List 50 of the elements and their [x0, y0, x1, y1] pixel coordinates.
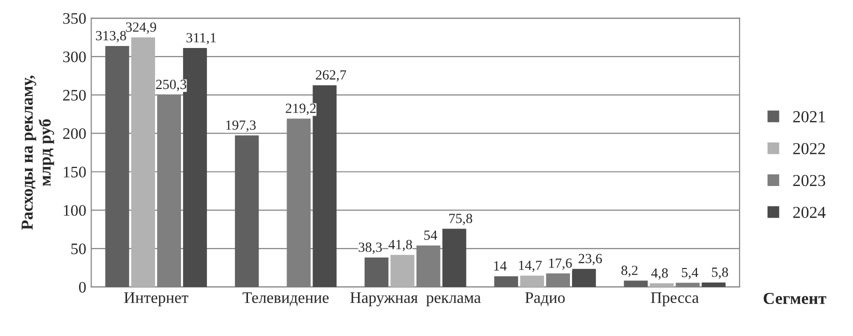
data-label: 41,8: [388, 240, 412, 252]
y-tick-label: 150: [64, 166, 86, 178]
data-label: 5,8: [712, 268, 728, 279]
y-tick-label: 250: [63, 90, 86, 101]
data-label: 313,8: [96, 30, 126, 42]
x-axis-title: Сегмент: [764, 292, 826, 304]
data-label: 75,8: [449, 214, 472, 226]
data-label: 38,3: [358, 242, 382, 254]
data-label: 54: [424, 230, 438, 240]
y-tick-label: 200: [63, 128, 86, 140]
bar: [442, 228, 466, 287]
data-label: 250,3: [156, 80, 186, 92]
y-tick-label: 300: [63, 51, 86, 62]
data-label: 4,8: [651, 268, 668, 280]
bar: [624, 280, 648, 287]
legend-label: 2024: [793, 206, 826, 218]
y-tick-label: 50: [71, 243, 86, 254]
bar: [390, 254, 414, 287]
data-label: 8,2: [621, 266, 638, 278]
bar: [131, 37, 156, 287]
data-label: 324,9: [126, 22, 156, 34]
bar: [364, 258, 388, 287]
x-tick-label: Радио: [525, 292, 565, 306]
data-label: 14: [494, 261, 507, 270]
data-label: 23,6: [578, 254, 602, 266]
data-label: 197,3: [226, 120, 256, 132]
bar: [650, 283, 674, 287]
x-tick-label: Наружная реклама: [350, 292, 481, 306]
data-label: 219,2: [286, 104, 316, 115]
bar: [234, 135, 259, 287]
y-tick-label: 350: [63, 13, 86, 24]
y-tick-label: 100: [64, 205, 86, 216]
bar: [702, 282, 726, 287]
x-tick-label: Интернет: [124, 292, 188, 306]
legend-label: 2022: [793, 143, 825, 154]
data-label: 262,7: [316, 70, 346, 82]
bar: [494, 276, 518, 287]
legend-label: 2021: [793, 111, 825, 122]
bar: [105, 46, 130, 287]
x-tick-label: Пресса: [650, 292, 699, 306]
y-tick-label: 0: [79, 282, 86, 293]
bar: [572, 268, 596, 287]
data-label: 5,4: [682, 268, 698, 280]
bar: [520, 276, 544, 287]
legend-label: 2023: [793, 174, 826, 186]
data-label: 17,6: [549, 258, 572, 270]
data-label: 14,7: [519, 260, 542, 272]
data-label: 311,1: [186, 33, 216, 44]
y-axis-title: Расходы на рекламу, млрд руб: [22, 76, 54, 230]
x-tick-label: Телевидение: [242, 292, 329, 306]
